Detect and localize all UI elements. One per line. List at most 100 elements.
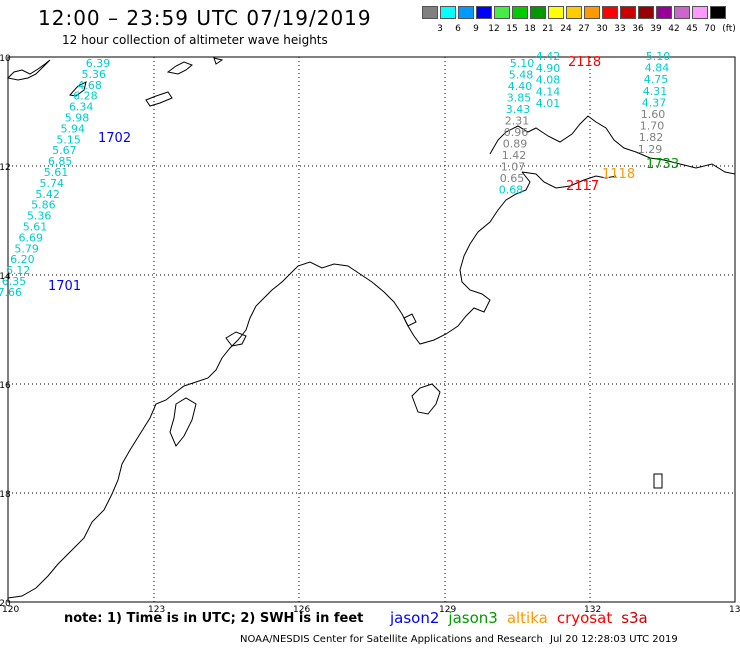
wave-height-value: 3.85 (507, 92, 532, 105)
wave-height-value: 5.36 (82, 68, 107, 81)
legend-swatch (692, 6, 708, 19)
legend-label: 36 (632, 24, 644, 34)
map-subtitle: 12 hour collection of altimeter wave hei… (62, 33, 328, 47)
wave-height-value: 6.69 (19, 231, 44, 244)
lat-tick-label: -20 (0, 599, 11, 609)
coastline-cape-york (489, 115, 736, 175)
pass-time-label: 2117 (566, 179, 599, 194)
wave-height-value: 5.94 (61, 122, 86, 135)
satellite-track-values: 6.395.364.686.286.345.985.945.155.676.85… (0, 50, 670, 299)
wave-height-value: 4.14 (536, 85, 561, 98)
wave-height-value: 6.35 (2, 275, 27, 288)
legend-swatch (494, 6, 510, 19)
pass-time-label: 1118 (602, 167, 635, 182)
footer-note: note: 1) Time is in UTC; 2) SWH is in fe… (64, 611, 364, 626)
wave-height-value: 5.10 (646, 50, 671, 63)
satellite-name: jason3 (448, 609, 498, 627)
legend-unit: (ft) (722, 24, 736, 34)
wave-height-value: 7.66 (0, 286, 22, 299)
wave-height-value: 4.75 (644, 73, 669, 86)
legend-label: 18 (524, 24, 536, 34)
wave-height-value: 6.28 (73, 90, 98, 103)
wave-height-value: 0.68 (499, 184, 524, 197)
wave-height-value: 1.60 (641, 108, 666, 121)
satellite-name: jason2 (390, 609, 440, 627)
wave-height-value: 1.82 (639, 131, 664, 144)
wave-height-value: 1.70 (640, 120, 665, 133)
legend-swatch (620, 6, 636, 19)
pass-time-label: 2118 (568, 55, 601, 70)
legend-swatch (566, 6, 582, 19)
wave-height-value: 4.84 (645, 62, 670, 75)
coastline-island-4 (213, 57, 224, 65)
legend-label: 70 (704, 24, 716, 34)
coastline-gulf (521, 171, 617, 189)
wave-height-value: 1.29 (638, 143, 663, 156)
wave-height-value: 1.07 (501, 161, 526, 174)
wave-height-value: 4.08 (536, 74, 561, 87)
legend-swatch (584, 6, 600, 19)
coastlines (6, 57, 736, 599)
lat-tick-label: -10 (0, 54, 11, 64)
wave-height-value: 6.39 (86, 57, 111, 70)
wave-height-value: 0.89 (503, 138, 528, 151)
wave-height-value: 5.36 (27, 210, 52, 223)
wave-height-value: 5.74 (40, 177, 65, 190)
pass-time-label: 1702 (98, 131, 131, 146)
wave-height-value: 5.61 (23, 221, 48, 234)
legend-label: 24 (560, 24, 572, 34)
legend-label: 9 (473, 24, 479, 34)
wave-height-value: 5.42 (35, 188, 60, 201)
legend-swatch (638, 6, 654, 19)
coastline-island-5 (653, 473, 663, 489)
map-grid (8, 57, 735, 602)
axis-tick-labels: 120 123 126 129 132 135 -10 -12 -14 -16 -18 -20 (0, 54, 740, 615)
wave-height-value: 4.01 (536, 97, 561, 110)
generated-timestamp: Jul 20 12:28:03 UTC 2019 (550, 634, 678, 645)
wave-height-value: 5.15 (56, 133, 81, 146)
wave-height-value: 6.20 (10, 253, 35, 266)
satellite-name: altika (506, 609, 548, 627)
pass-time-label: 1733 (646, 157, 679, 172)
wave-height-value: 6.34 (69, 101, 94, 114)
wave-height-value: 4.31 (643, 85, 668, 98)
wave-height-value: 0.65 (500, 172, 525, 185)
legend-swatch (440, 6, 456, 19)
coastline-groote (411, 383, 441, 415)
legend-label: 42 (668, 24, 680, 34)
lat-tick-label: -12 (0, 163, 11, 173)
lon-tick-label: 126 (293, 605, 310, 615)
coastline-island-2 (166, 61, 193, 75)
wave-height-value: 5.86 (31, 199, 56, 212)
wave-height-value: 1.42 (502, 149, 527, 162)
wave-height-value: 5.67 (52, 144, 77, 157)
legend-label: 30 (596, 24, 608, 34)
wave-height-value: 4.37 (642, 96, 667, 109)
legend-swatch (512, 6, 528, 19)
coastline-mainland (7, 171, 531, 599)
lon-tick-label: 132 (584, 605, 601, 615)
legend-swatch (710, 6, 726, 19)
wave-height-value: 5.79 (14, 242, 39, 255)
legend-label: 21 (542, 24, 554, 34)
wave-height-value: 5.48 (509, 69, 534, 82)
legend-label: 33 (614, 24, 626, 34)
legend-swatch (530, 6, 546, 19)
coastline-wellesley (403, 313, 417, 327)
wave-height-value: 5.61 (44, 166, 69, 179)
legend-label: 27 (578, 24, 590, 34)
wave-height-value: 5.98 (65, 112, 90, 125)
legend-label: 39 (650, 24, 662, 34)
legend-swatch (476, 6, 492, 19)
lon-tick-label: 129 (439, 605, 456, 615)
legend-swatch (674, 6, 690, 19)
map-title: 12:00 – 23:59 UTC 07/19/2019 (38, 6, 372, 30)
lon-tick-label: 135 (729, 605, 740, 615)
coastline-island-1 (69, 81, 87, 97)
lon-tick-label: 123 (148, 605, 165, 615)
legend-swatch (656, 6, 672, 19)
coastline-bonaparte (169, 397, 197, 447)
coastline-timor (6, 59, 51, 81)
satellite-key: jason2 jason3 altika cryosat s3a (390, 609, 657, 627)
